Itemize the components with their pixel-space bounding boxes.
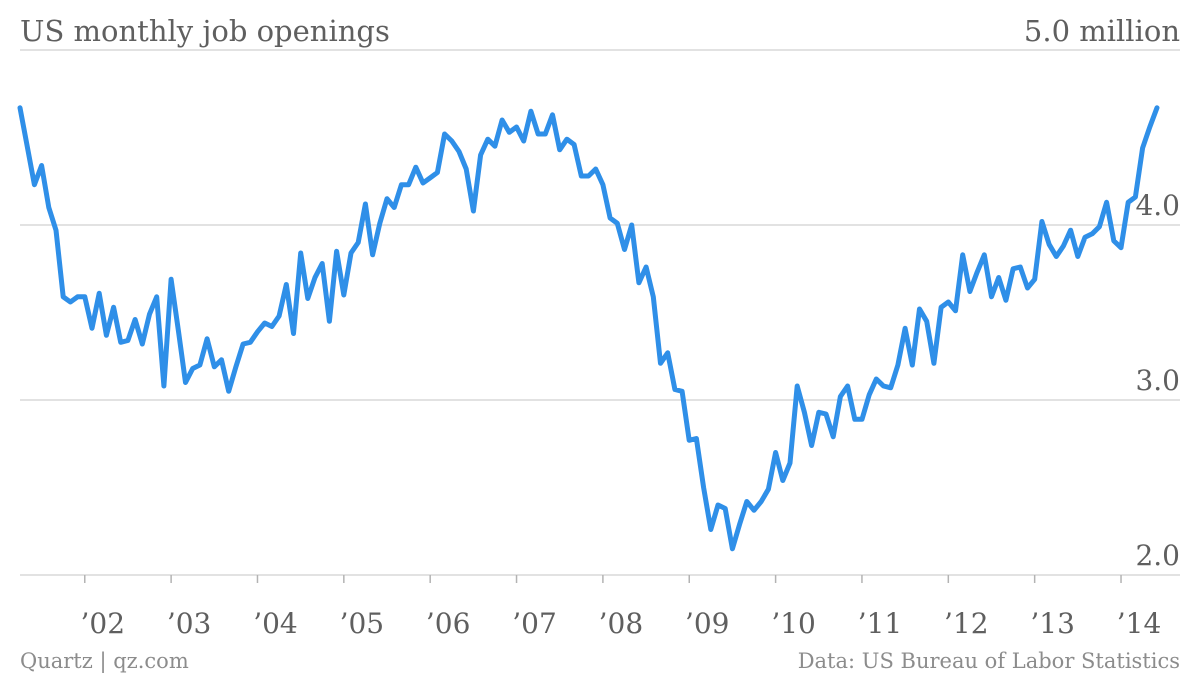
source-credit: Quartz | qz.com	[20, 649, 189, 674]
x-tick-label: ’03	[167, 607, 212, 640]
x-tick-label: ’13	[1030, 607, 1075, 640]
y-tick-label: 5.0 million	[1024, 14, 1180, 48]
y-tick-label: 3.0	[1135, 364, 1180, 397]
x-tick-label: ’05	[340, 607, 385, 640]
series-line	[17, 105, 1160, 552]
x-axis-labels: ’02 ’03 ’04 ’05 ’06 ’07 ’08 ’09 ’10 ’11 ’12 ’13 ’14	[81, 575, 1162, 640]
y-tick-label: 4.0	[1135, 189, 1180, 222]
x-tick-label: ’08	[599, 607, 644, 640]
x-tick-label: ’04	[253, 607, 298, 640]
chart-title: US monthly job openings	[20, 14, 390, 48]
x-tick-label: ’11	[858, 607, 903, 640]
y-axis-labels: 5.0 million 4.0 3.0 2.0	[1024, 14, 1180, 572]
y-tick-label: 2.0	[1135, 539, 1180, 572]
series-layer	[17, 105, 1160, 552]
x-tick-label: ’12	[944, 607, 989, 640]
x-tick-label: ’02	[81, 607, 126, 640]
x-tick-label: ’07	[512, 607, 557, 640]
x-tick-label: ’10	[771, 607, 816, 640]
data-source: Data: US Bureau of Labor Statistics	[798, 649, 1180, 673]
grid-lines	[20, 49, 1180, 576]
x-tick-label: ’14	[1117, 607, 1162, 640]
x-tick-label: ’09	[685, 607, 730, 640]
x-tick-label: ’06	[426, 607, 471, 640]
